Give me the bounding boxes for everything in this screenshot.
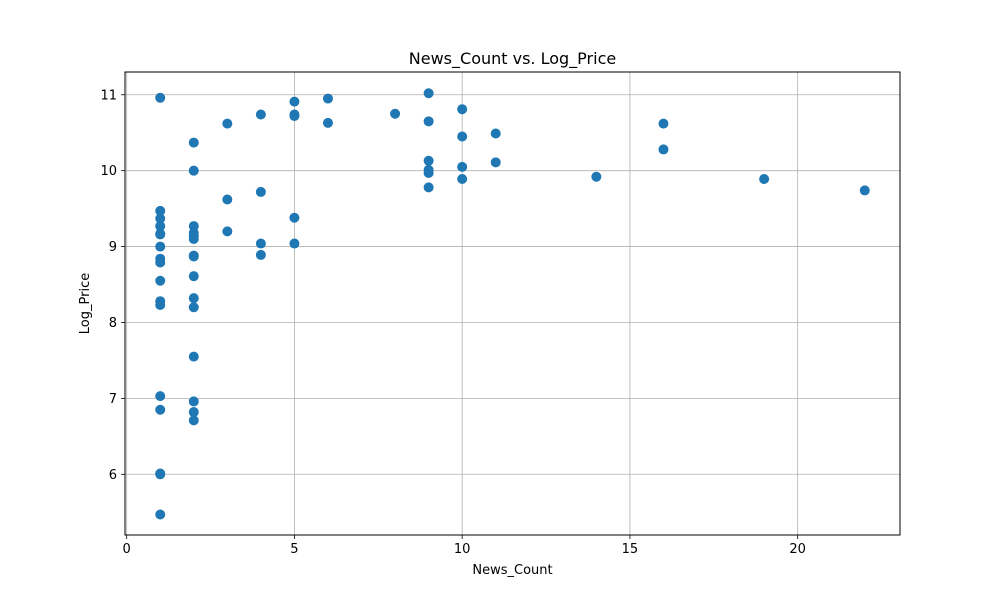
y-axis-label: Log_Price	[78, 273, 93, 334]
data-point	[289, 96, 300, 107]
data-point	[255, 186, 266, 197]
data-point	[490, 128, 501, 139]
data-point	[188, 396, 199, 407]
data-point	[155, 92, 166, 103]
data-point	[322, 117, 333, 128]
data-point	[188, 407, 199, 418]
data-point	[457, 131, 468, 142]
y-tick-label: 9	[109, 240, 117, 255]
data-point	[658, 118, 669, 129]
plot-frame	[124, 71, 901, 536]
data-point	[658, 144, 669, 155]
data-point	[457, 104, 468, 115]
data-point	[255, 238, 266, 249]
data-point	[155, 391, 166, 402]
data-point	[188, 221, 199, 232]
data-point	[188, 293, 199, 304]
y-tick-label: 8	[109, 316, 117, 331]
x-tick-label: 20	[789, 542, 806, 557]
data-point	[457, 174, 468, 185]
data-point	[155, 257, 166, 268]
data-point	[289, 111, 300, 122]
y-tick-label: 7	[109, 392, 117, 407]
data-point	[155, 404, 166, 415]
data-point	[322, 93, 333, 104]
data-point	[423, 167, 434, 178]
data-point	[289, 212, 300, 223]
data-point	[155, 469, 166, 480]
data-point	[188, 165, 199, 176]
data-point	[390, 108, 401, 119]
data-point	[255, 109, 266, 120]
data-point	[222, 194, 233, 205]
data-point	[457, 161, 468, 172]
y-tick-label: 10	[100, 164, 117, 179]
x-axis-label: News_Count	[472, 563, 552, 578]
data-point	[423, 155, 434, 166]
data-point	[759, 174, 770, 185]
y-tick-label: 6	[109, 468, 117, 483]
x-tick-label: 10	[454, 542, 471, 557]
data-point	[222, 118, 233, 129]
data-point	[155, 229, 166, 240]
grid-lines	[125, 72, 900, 535]
x-axis-ticks: 0 5 10 15 20	[123, 535, 806, 557]
x-tick-label: 15	[622, 542, 639, 557]
data-point	[188, 302, 199, 313]
data-point	[289, 238, 300, 249]
data-point	[155, 205, 166, 216]
data-point	[188, 137, 199, 148]
y-axis-ticks: 6 7 8 9 10 11	[100, 88, 125, 483]
data-point	[490, 157, 501, 168]
data-point	[155, 221, 166, 232]
chart-title: News_Count vs. Log_Price	[409, 49, 616, 69]
data-point	[591, 171, 602, 182]
x-tick-label: 5	[290, 542, 298, 557]
data-point	[155, 300, 166, 311]
data-point	[188, 251, 199, 262]
data-points	[155, 88, 870, 520]
x-tick-label: 0	[123, 542, 131, 557]
data-point	[155, 509, 166, 520]
data-point	[255, 249, 266, 260]
y-tick-label: 11	[100, 88, 117, 103]
data-point	[423, 182, 434, 193]
data-point	[155, 275, 166, 286]
data-point	[188, 415, 199, 426]
data-point	[155, 213, 166, 224]
data-point	[423, 116, 434, 127]
data-point	[188, 233, 199, 244]
data-point	[188, 351, 199, 362]
data-point	[423, 88, 434, 99]
data-point	[188, 271, 199, 282]
data-point	[859, 185, 870, 196]
data-point	[155, 241, 166, 252]
data-point	[222, 226, 233, 237]
